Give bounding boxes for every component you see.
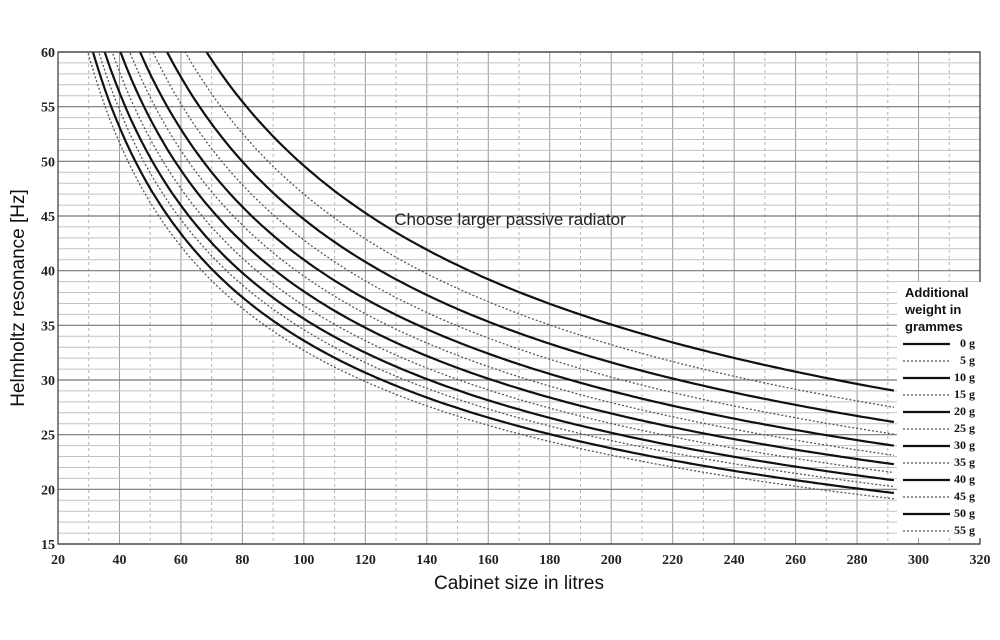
y-tick-label: 20 bbox=[41, 483, 55, 498]
x-tick-label: 20 bbox=[51, 553, 65, 568]
legend-items: 0 g 5 g 10 g 15 g 20 g 25 g 30 g 35 g 40 g 45 g 50… bbox=[903, 336, 975, 537]
x-tick-label: 80 bbox=[235, 553, 249, 568]
legend-label: 55 g bbox=[954, 523, 975, 537]
legend-background bbox=[897, 282, 983, 538]
curves bbox=[87, 52, 895, 500]
series-line-55g bbox=[87, 52, 894, 500]
series-line-40g bbox=[103, 52, 895, 482]
x-tick-label: 220 bbox=[662, 553, 683, 568]
x-tick-label: 40 bbox=[112, 553, 126, 568]
y-tick-label: 40 bbox=[41, 265, 55, 280]
legend-label: 10 g bbox=[954, 370, 975, 384]
x-tick-label: 180 bbox=[539, 553, 560, 568]
legend-label: 15 g bbox=[954, 387, 975, 401]
series-line-10g bbox=[165, 52, 895, 424]
legend: Additional weight in grammes 0 g 5 g 10 g 1… bbox=[897, 282, 983, 538]
y-tick-label: 30 bbox=[41, 374, 55, 389]
x-tick-label: 240 bbox=[724, 553, 745, 568]
x-tick-label: 300 bbox=[908, 553, 929, 568]
x-tick-label: 100 bbox=[293, 553, 314, 568]
legend-label: 20 g bbox=[954, 404, 975, 418]
legend-label: 45 g bbox=[954, 489, 975, 503]
series-line-45g bbox=[98, 52, 894, 488]
y-tick-label: 60 bbox=[41, 46, 55, 61]
series-line-35g bbox=[111, 52, 894, 474]
series-line-0g bbox=[205, 52, 895, 392]
x-tick-label: 60 bbox=[174, 553, 188, 568]
legend-title-line-1: Additional bbox=[905, 285, 969, 300]
y-tick-label: 45 bbox=[41, 210, 55, 225]
x-tick-labels: 20 40 60 80 100 120 140 160 180 200 220 240 260 280 30… bbox=[51, 553, 991, 568]
legend-label: 40 g bbox=[954, 472, 975, 486]
series-line-20g bbox=[138, 52, 895, 447]
series-line-5g bbox=[184, 52, 895, 408]
x-tick-label: 280 bbox=[847, 553, 868, 568]
y-tick-label: 55 bbox=[41, 101, 55, 116]
x-tick-label: 260 bbox=[785, 553, 806, 568]
x-axis-label: Cabinet size in litres bbox=[434, 573, 604, 594]
y-tick-label: 35 bbox=[41, 319, 55, 334]
y-tick-label: 15 bbox=[41, 538, 55, 553]
series-line-50g bbox=[91, 52, 895, 495]
legend-label: 0 g bbox=[960, 336, 975, 350]
legend-title-line-3: grammes bbox=[905, 319, 963, 334]
x-tick-label: 160 bbox=[478, 553, 499, 568]
x-tick-label: 120 bbox=[355, 553, 376, 568]
y-tick-labels: 15 20 25 30 35 40 45 50 55 60 bbox=[41, 46, 55, 553]
x-tick-label: 140 bbox=[416, 553, 437, 568]
y-tick-label: 50 bbox=[41, 155, 55, 170]
legend-title-line-2: weight in bbox=[904, 302, 961, 317]
x-tick-label: 200 bbox=[601, 553, 622, 568]
annotation-text: Choose larger passive radiator bbox=[394, 210, 626, 229]
grid bbox=[57, 51, 981, 545]
series-line-15g bbox=[152, 52, 894, 435]
y-axis-label: Helmholtz resonance [Hz] bbox=[8, 189, 29, 407]
legend-label: 50 g bbox=[954, 506, 975, 520]
y-tick-label: 25 bbox=[41, 429, 55, 444]
legend-label: 25 g bbox=[954, 421, 975, 435]
series-line-30g bbox=[119, 52, 895, 466]
legend-label: 35 g bbox=[954, 455, 975, 469]
x-tick-label: 320 bbox=[970, 553, 991, 568]
legend-label: 5 g bbox=[960, 353, 975, 367]
legend-label: 30 g bbox=[954, 438, 975, 452]
